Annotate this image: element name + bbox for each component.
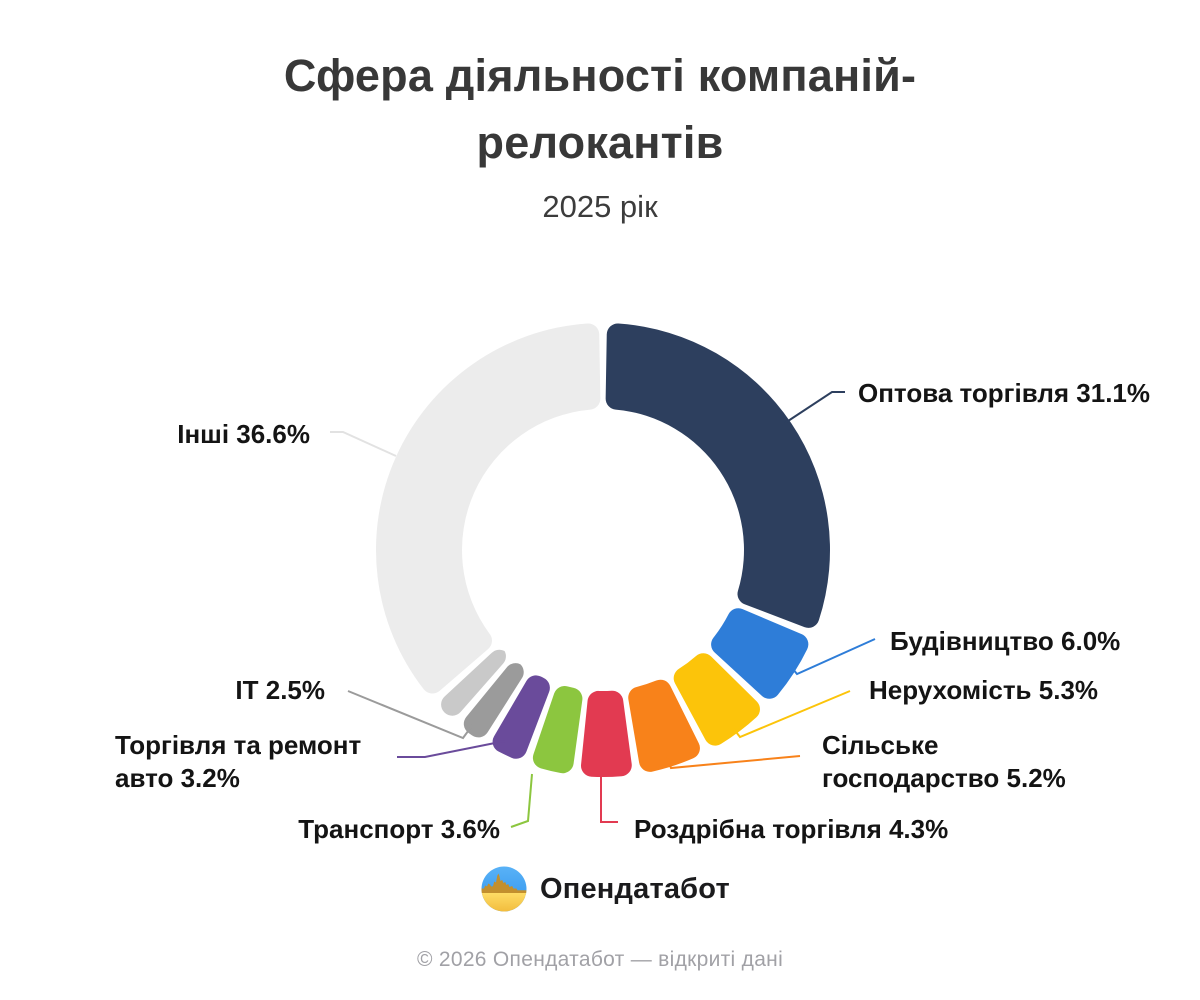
slice-label-transport: Транспорт 3.6% bbox=[298, 814, 500, 844]
slice-label-nerukhomist: Нерухомість 5.3% bbox=[869, 675, 1099, 705]
slice-label-rozdribna-torhivlia: Роздрібна торгівля 4.3% bbox=[634, 814, 949, 844]
donut-segment-silske-hospodarstvo bbox=[628, 679, 700, 772]
leader-line-torhivlia-ta-remont-avto bbox=[397, 740, 506, 758]
chart-subtitle: 2025 рік bbox=[542, 189, 658, 224]
leader-line-nerukhomist bbox=[732, 690, 851, 739]
logo-skyline bbox=[481, 873, 527, 893]
donut-segment-transport bbox=[532, 686, 583, 774]
opendatabot-logo-text: Опендатабот bbox=[540, 872, 730, 905]
copyright-note: © 2026 Опендатабот — відкриті дані bbox=[416, 948, 784, 971]
donut-segment-nerukhomist bbox=[673, 653, 760, 746]
donut-segment-other-small bbox=[441, 649, 506, 716]
slice-label-silske-hospodarstvo: Сільське господарство 5.2% bbox=[822, 730, 1066, 793]
slice-label-inshi: Інші 36.6% bbox=[177, 419, 310, 449]
chart-title: Сфера діяльності компаній-релокантів bbox=[283, 50, 917, 168]
leader-line-optova-torhivlia bbox=[784, 391, 845, 424]
leader-line-budivnytstvo bbox=[787, 638, 876, 676]
slice-label-optova-torhivlia: Оптова торгівля 31.1% bbox=[858, 378, 1151, 408]
slice-label-torhivlia-ta-remont-avto: Торгівля та ремонт авто 3.2% bbox=[115, 730, 362, 793]
leader-line-it bbox=[347, 690, 475, 740]
donut-segment-torhivlia-ta-remont-avto bbox=[492, 675, 550, 759]
slice-label-it: ІТ 2.5% bbox=[235, 675, 325, 705]
donut-segment-it bbox=[463, 663, 524, 738]
opendatabot-logo: Опендатабот bbox=[481, 866, 730, 912]
leader-line-silske-hospodarstvo bbox=[666, 755, 801, 770]
donut-segment-optova-torhivlia bbox=[605, 323, 831, 628]
leader-line-rozdribna-torhivlia bbox=[600, 772, 618, 823]
donut-segment-budivnytstvo bbox=[711, 608, 809, 699]
leader-line-inshi bbox=[330, 431, 397, 457]
donut-segment-inshi bbox=[375, 323, 601, 694]
donut-segment-rozdribna-torhivlia bbox=[580, 690, 632, 778]
leader-line-transport bbox=[510, 773, 533, 828]
slice-label-budivnytstvo: Будівництво 6.0% bbox=[890, 626, 1121, 656]
opendatabot-logo-icon bbox=[481, 866, 527, 912]
